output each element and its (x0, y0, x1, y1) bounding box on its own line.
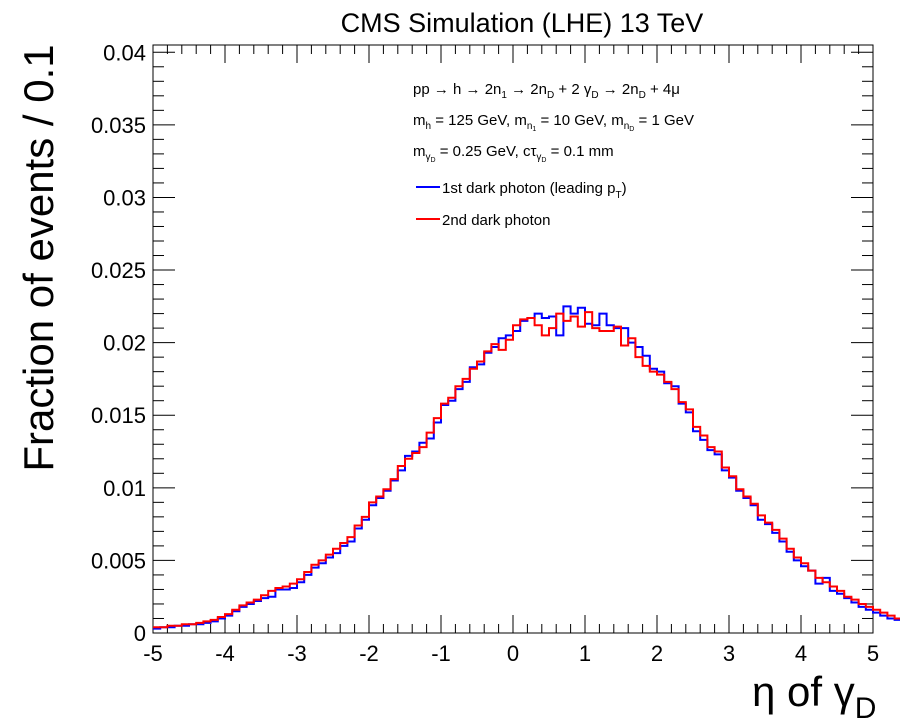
series-line-2 (153, 311, 900, 629)
annotation-darkphoton: mγD = 0.25 GeV, cτγD = 0.1 mm (413, 143, 614, 164)
y-tick-label: 0 (134, 621, 146, 646)
x-tick-label: 4 (795, 641, 807, 666)
y-tick-label: 0.02 (103, 331, 146, 356)
y-tick-label: 0.03 (103, 185, 146, 210)
x-tick-label: 3 (723, 641, 735, 666)
legend: 1st dark photon (leading pT) 2nd dark ph… (416, 180, 627, 229)
x-tick-label: -1 (431, 641, 451, 666)
series-layer (153, 305, 900, 630)
x-tick-label: -2 (359, 641, 379, 666)
x-axis-ticks (152, 45, 874, 633)
y-axis-ticks (153, 51, 873, 634)
y-tick-label: 0.035 (91, 113, 146, 138)
legend-label-series-1: 1st dark photon (leading pT) (442, 180, 627, 201)
y-tick-label: 0.01 (103, 476, 146, 501)
x-tick-label: 2 (651, 641, 663, 666)
chart-title: CMS Simulation (LHE) 13 TeV (341, 8, 704, 38)
legend-label-series-2: 2nd dark photon (442, 212, 550, 229)
y-tick-label: 0.015 (91, 403, 146, 428)
x-tick-label: -5 (143, 641, 163, 666)
x-axis-label-sub: D (855, 692, 877, 725)
series-line-1 (153, 305, 900, 630)
x-axis-label: η of γD (752, 668, 876, 725)
x-tick-label: 5 (867, 641, 879, 666)
x-tick-label: 0 (507, 641, 519, 666)
x-tick-label: -3 (287, 641, 307, 666)
x-tick-label: 1 (579, 641, 591, 666)
annotation-masses: mh = 125 GeV, mn1 = 10 GeV, mnD = 1 GeV (413, 112, 694, 133)
y-axis-tick-labels: 0 0.005 0.01 0.015 0.02 0.025 0.03 0.035 0.04 (91, 40, 146, 646)
y-tick-label: 0.005 (91, 548, 146, 573)
y-tick-label: 0.025 (91, 258, 146, 283)
y-axis-label: Fraction of events / 0.1 (15, 44, 62, 471)
y-tick-label: 0.04 (103, 40, 146, 65)
x-axis-label-main: η of γ (752, 668, 855, 715)
x-axis-tick-labels: -5 -4 -3 -2 -1 0 1 2 3 4 5 (143, 641, 879, 666)
x-tick-label: -4 (215, 641, 235, 666)
annotation-process: pp → h → 2n1 → 2nD + 2 γD → 2nD + 4μ (413, 81, 680, 101)
